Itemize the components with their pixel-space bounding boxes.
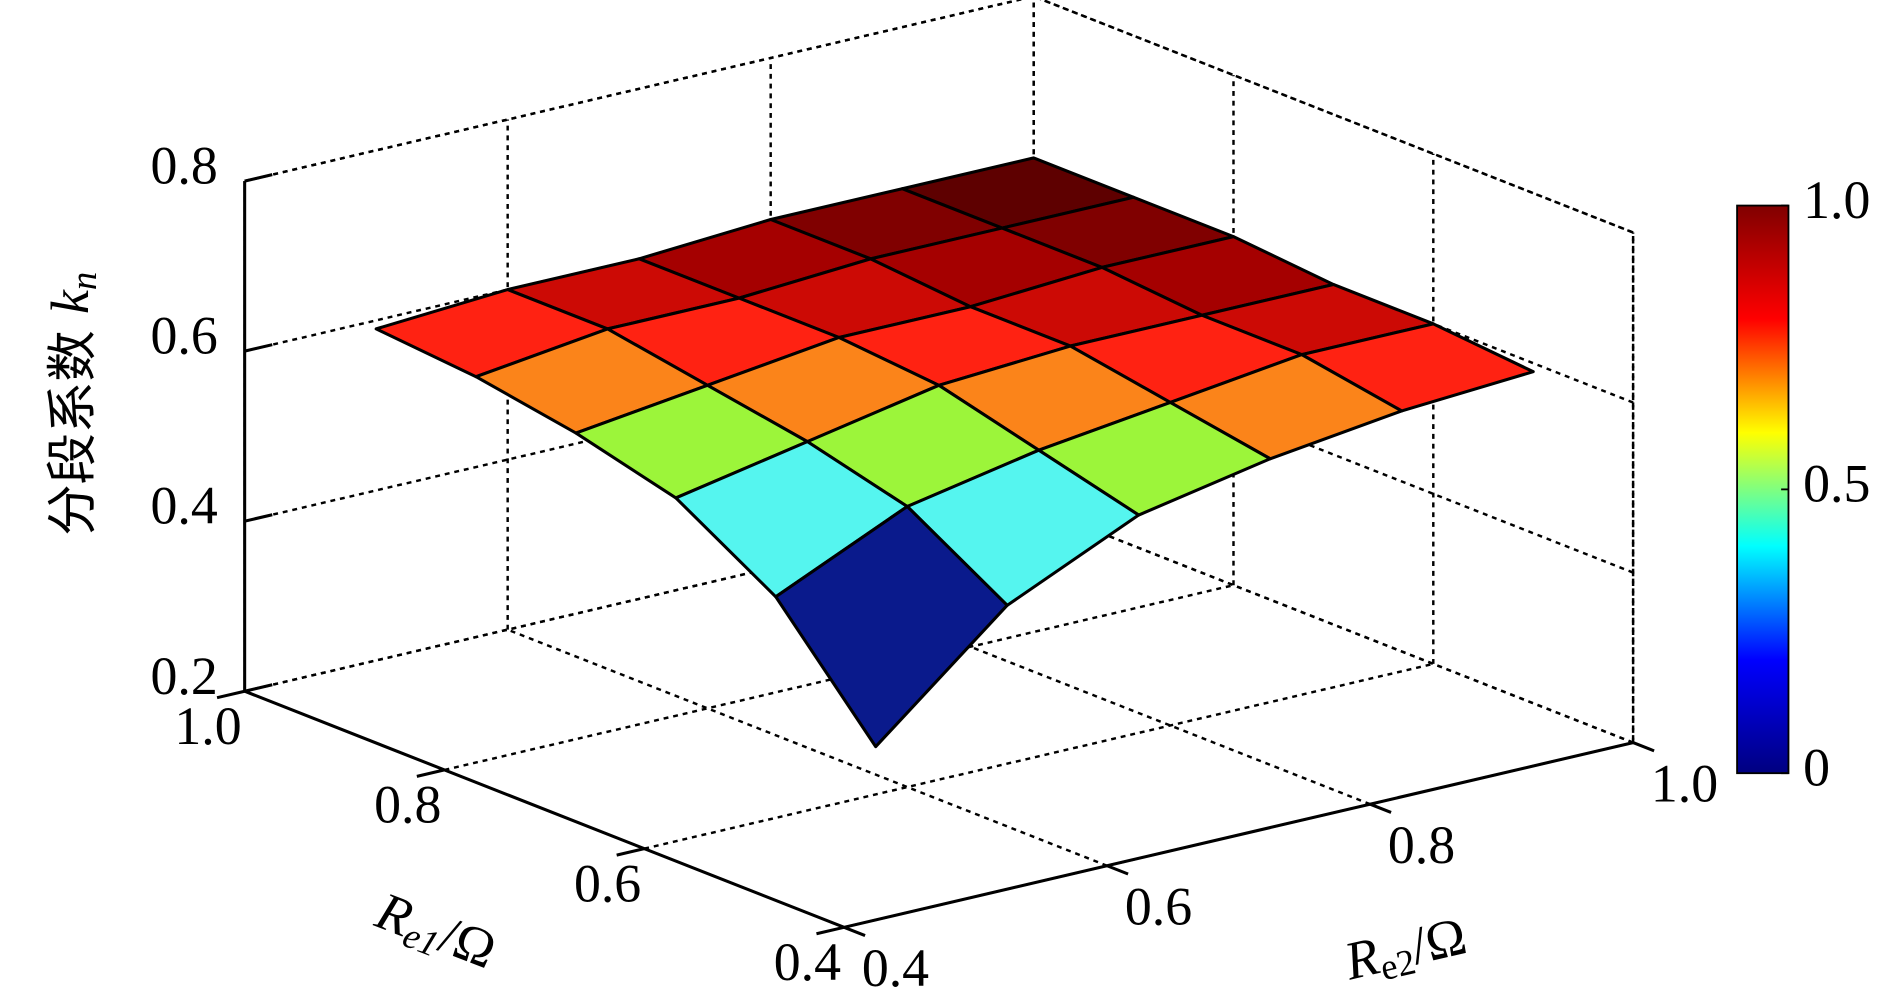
z-tick-label: 0.6 <box>150 306 217 366</box>
y-tick-label: 1.0 <box>1651 753 1718 813</box>
y-tick-label: 0.8 <box>1388 815 1455 875</box>
tick-mark <box>1106 864 1129 876</box>
z-axis-label-part: k <box>40 289 100 314</box>
axis-line <box>243 181 1634 929</box>
colorbar-tick-label: 1.0 <box>1803 170 1870 230</box>
x-tick-label: 1.0 <box>174 696 241 756</box>
tick-mark <box>244 513 273 523</box>
box-edge <box>244 0 1635 743</box>
y-tick-label: 0.4 <box>862 938 929 998</box>
grid-line <box>643 662 1434 850</box>
z-axis-label-part: 分段系数 <box>43 314 103 536</box>
y-axis-label: Re2/Ω <box>1338 906 1473 996</box>
surface <box>374 156 1535 749</box>
tick-mark <box>416 768 445 778</box>
y-axis-label-part: R <box>1338 926 1385 992</box>
axes <box>216 173 1655 938</box>
y-axis-label-part: /Ω <box>1405 906 1472 977</box>
y-tick-label: 0.6 <box>1125 877 1192 937</box>
tick-mark <box>816 925 845 936</box>
x-axis-label-part: /Ω <box>431 905 504 981</box>
colorbar-tick-label: 0 <box>1803 738 1830 798</box>
tick-mark <box>244 683 273 693</box>
z-axis-label-part: n <box>63 272 104 290</box>
colorbar-tick-label: 0.5 <box>1803 454 1870 514</box>
tick-mark <box>244 343 273 353</box>
labels: 0.40.60.81.00.40.60.81.00.20.40.60.8Re1/… <box>40 136 1870 998</box>
z-axis-label: 分段系数 kn <box>40 272 104 536</box>
x-tick-label: 0.8 <box>374 775 441 835</box>
x-tick-label: 0.4 <box>774 932 841 992</box>
x-tick-label: 0.6 <box>574 853 641 913</box>
x-axis-label: Re1/Ω <box>366 880 504 984</box>
tick-mark <box>216 689 246 700</box>
surface-face <box>774 504 1009 749</box>
z-tick-label: 0.2 <box>150 646 217 706</box>
z-tick-label: 0.4 <box>150 476 217 536</box>
tick-mark <box>843 925 866 938</box>
tick-mark <box>616 847 645 857</box>
tick-mark <box>244 173 273 183</box>
tick-mark <box>1369 802 1392 814</box>
y-axis-label-part: e2 <box>1376 941 1419 989</box>
tick-mark <box>1632 741 1655 753</box>
z-tick-label: 0.8 <box>150 136 217 196</box>
colorbar <box>1736 204 1790 775</box>
